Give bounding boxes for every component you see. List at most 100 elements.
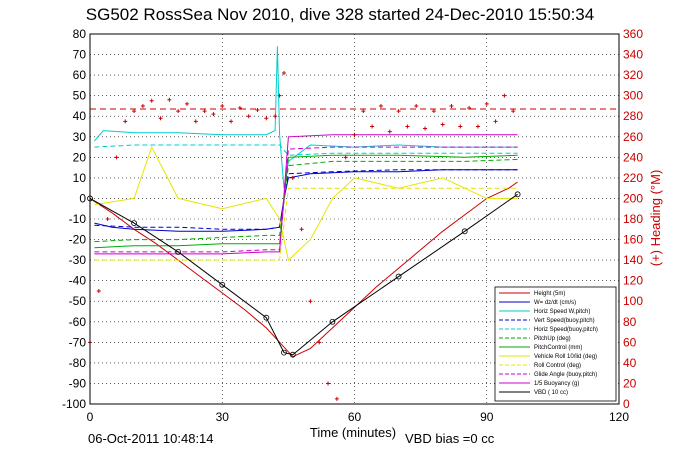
heading-point: [423, 126, 428, 131]
heading-point: [211, 112, 216, 117]
x-axis-label: Time (minutes): [310, 425, 396, 440]
heading-point: [414, 103, 419, 108]
heading-point: [440, 122, 445, 127]
heading-point: [176, 109, 181, 114]
series-group: [87, 46, 619, 358]
y-tick-label: -40: [69, 274, 87, 288]
vbd-marker: [514, 191, 521, 198]
axes-frame: [89, 33, 620, 405]
series-line: [94, 145, 518, 262]
y-tick-label: -50: [69, 294, 87, 308]
y-tick-label: -80: [69, 356, 87, 370]
y-tick-label: 0: [79, 191, 86, 205]
series-line: [94, 154, 518, 249]
heading-point: [105, 217, 110, 221]
heading-point: [273, 114, 278, 119]
right-tick-label: 20: [623, 376, 637, 390]
y-tick-label: 60: [73, 68, 87, 82]
right-tick-label: 280: [623, 109, 643, 123]
heading-point: [220, 103, 225, 108]
vbd-marker: [395, 273, 402, 280]
legend-label: Vert Speed(buoy,pitch): [534, 318, 595, 324]
heading-point: [449, 103, 454, 108]
right-tick-label: 340: [623, 48, 643, 62]
heading-point: [326, 381, 331, 386]
y-tick-label: 30: [73, 130, 87, 144]
heading-point: [484, 101, 489, 106]
right-tick-label: 260: [623, 130, 643, 144]
heading-point: [405, 124, 410, 129]
legend-box: [494, 286, 617, 402]
footer-vbd-bias: VBD bias =0 cc: [405, 431, 495, 446]
x-tick-labels: 0 30 60 90 120: [87, 410, 630, 424]
heading-point: [184, 101, 189, 106]
right-axis-label: (+) Heading (°M): [648, 170, 663, 267]
y-tick-label: 10: [73, 171, 87, 185]
right-tick-label: 0: [623, 397, 630, 411]
right-tick-label: 60: [623, 335, 637, 349]
vbd-marker: [281, 349, 287, 356]
heading-point: [281, 71, 286, 76]
vbd-marker: [461, 228, 468, 235]
heading-point: [370, 124, 375, 129]
y-tick-label: -30: [69, 253, 87, 267]
heading-point: [502, 93, 507, 98]
right-tick-label: 140: [623, 253, 643, 267]
series-line: [89, 193, 518, 356]
right-tick-label: 240: [623, 150, 643, 164]
heading-point: [475, 124, 480, 129]
heading-point: [158, 116, 163, 121]
heading-point: [343, 155, 348, 160]
heading-point: [361, 109, 366, 114]
footer-date: 06-Oct-2011 10:48:14: [88, 431, 214, 446]
heading-point: [264, 116, 269, 121]
right-tick-label: 360: [623, 27, 643, 41]
y-tick-label: -60: [69, 315, 87, 329]
right-tick-label: 40: [623, 356, 637, 370]
heading-point: [317, 340, 322, 345]
heading-series: [88, 71, 516, 401]
legend: Height (5m) W= dz/dt (cm/s) Horiz Speed W,…: [494, 286, 617, 402]
heading-point: [149, 98, 154, 103]
right-tick-label: 220: [623, 171, 643, 185]
right-tick-label: 180: [623, 212, 643, 226]
y-tick-label: -10: [69, 212, 87, 226]
heading-point: [334, 396, 339, 401]
x-tick-label: 120: [609, 410, 629, 424]
heading-point: [193, 119, 198, 124]
legend-label: W= dz/dt (cm/s): [534, 300, 576, 306]
legend-label: Glide Angle (buoy,pitch): [534, 372, 597, 378]
vbd-marker: [329, 318, 336, 325]
legend-label: Vehicle Roll 10/lid (deg): [534, 354, 597, 360]
heading-point: [277, 93, 282, 98]
legend-label: Roll Control (deg): [534, 363, 581, 369]
vbd-marker: [131, 220, 137, 227]
right-tick-label: 200: [623, 191, 643, 205]
heading-point: [387, 129, 392, 134]
series-line: [94, 169, 518, 230]
x-tick-label: 30: [216, 410, 230, 424]
legend-label: PitchControl (mm): [534, 345, 582, 351]
heading-point: [96, 288, 101, 293]
heading-point: [255, 108, 260, 113]
y-tick-label: -70: [69, 335, 87, 349]
legend-label: 1/5 Buoyancy (g): [534, 381, 579, 387]
heading-point: [308, 299, 313, 304]
legend-label: Horiz Speed(buoy,pitch): [534, 327, 598, 333]
heading-point: [132, 109, 137, 114]
y-tick-label: -90: [69, 376, 87, 390]
y-tick-label: 20: [73, 150, 87, 164]
legend-label: Horiz Speed W,pitch): [534, 309, 590, 315]
right-tick-label: 160: [623, 233, 643, 247]
right-tick-label: 300: [623, 89, 643, 103]
heading-point: [299, 227, 304, 232]
series-line: [94, 187, 518, 261]
heading-point: [352, 132, 357, 137]
right-tick-label: 320: [623, 68, 643, 82]
right-tick-labels: 0 20 40 60 80 100 120 140 160 180 200 220 240 260 280 3…: [623, 27, 643, 411]
series-line: [94, 144, 518, 156]
heading-point: [167, 97, 172, 102]
y-tick-label: -100: [62, 397, 86, 411]
heading-point: [123, 119, 128, 124]
